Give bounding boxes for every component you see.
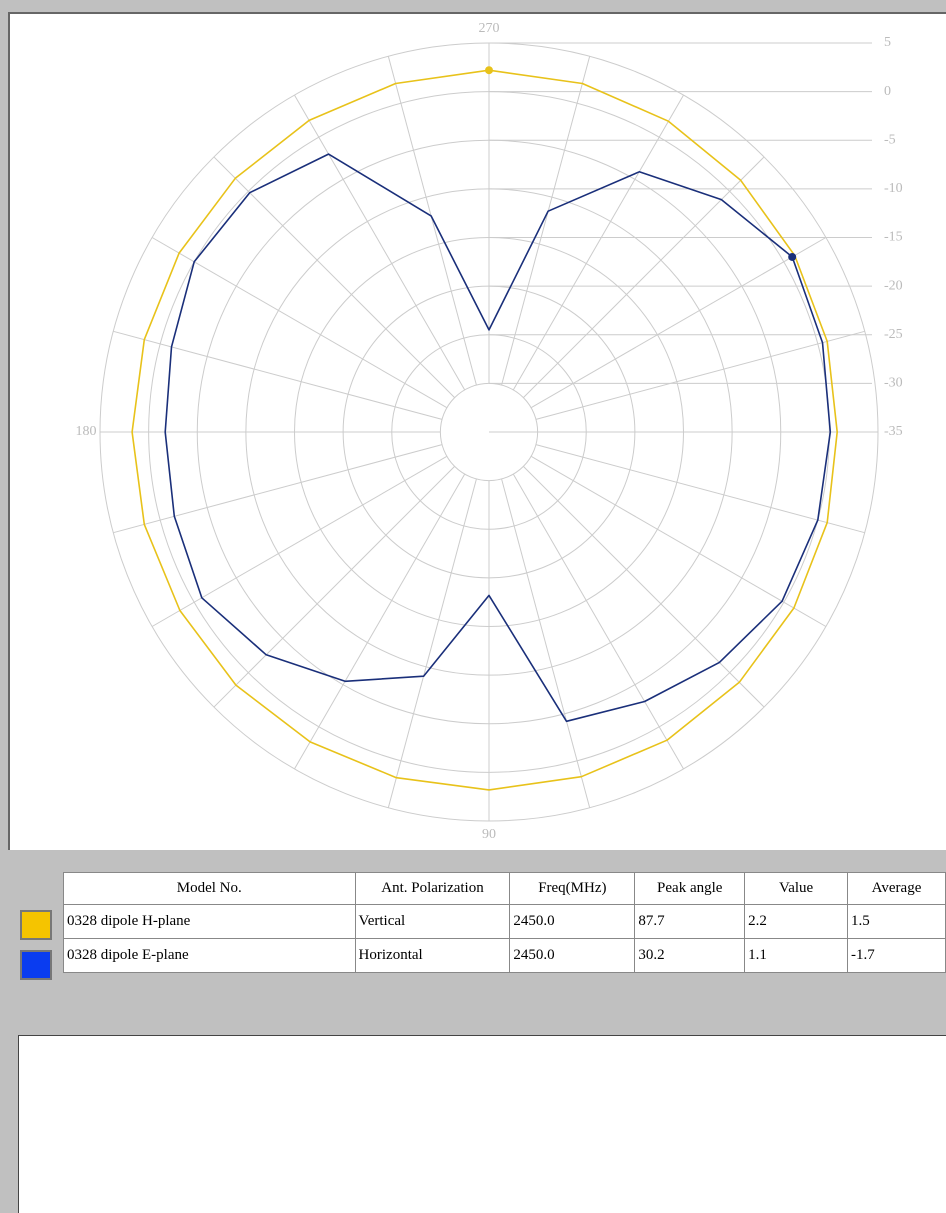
- column-header: Peak angle: [634, 872, 746, 905]
- color-swatch: [20, 950, 52, 980]
- column-header: Average: [847, 872, 946, 905]
- grid-spoke: [535, 330, 865, 420]
- series-line: [131, 69, 838, 791]
- angle-label: 180: [76, 424, 97, 439]
- polar-chart: 5 0 -5 -10 -15 -20 -25 -30 -35 270 180 90: [76, 21, 903, 842]
- color-swatch: [20, 910, 52, 940]
- grid-spoke: [387, 56, 477, 386]
- grid-spoke: [512, 473, 684, 770]
- r-tick-label: -20: [884, 278, 903, 293]
- grid-spoke: [523, 466, 765, 708]
- grid-spoke: [530, 237, 827, 409]
- r-tick-label: 0: [884, 84, 891, 99]
- r-tick-label: 5: [884, 35, 891, 50]
- grid-spoke: [213, 466, 455, 708]
- table-cell: 2450.0: [509, 904, 636, 939]
- table-cell: Horizontal: [354, 938, 511, 973]
- grid-spoke: [113, 330, 443, 420]
- peak-marker: [788, 252, 797, 261]
- r-tick-label: -25: [884, 327, 903, 342]
- r-tick-label: -35: [884, 424, 903, 439]
- column-header: Value: [744, 872, 849, 905]
- grid-spoke: [535, 444, 865, 534]
- grid-spoke: [294, 94, 466, 391]
- results-table: Model No. Ant. Polarization Freq(MHz) Peak …: [63, 872, 946, 973]
- grid-spoke: [501, 56, 591, 386]
- peak-marker: [485, 66, 493, 75]
- column-header: Ant. Polarization: [354, 872, 511, 905]
- table-cell: 87.7: [634, 904, 746, 939]
- grid-spoke: [213, 156, 455, 398]
- r-tick-label: -15: [884, 230, 903, 245]
- chart-panel: 5 0 -5 -10 -15 -20 -25 -30 -35 270 180 90: [8, 12, 946, 850]
- table-cell: 1.1: [744, 938, 849, 973]
- grid-spoke: [512, 94, 684, 391]
- table-cell: 0328 dipole H-plane: [63, 904, 356, 939]
- table-cell: 0328 dipole E-plane: [63, 938, 356, 973]
- column-header: Freq(MHz): [509, 872, 636, 905]
- r-tick-label: -10: [884, 181, 903, 196]
- table-header: Model No. Ant. Polarization Freq(MHz) Peak …: [63, 872, 946, 905]
- column-header: Model No.: [63, 872, 356, 905]
- grid-spoke: [294, 473, 466, 770]
- table-row[interactable]: 0328 dipole H-plane Vertical 2450.0 87.7 2.2…: [63, 904, 946, 939]
- table-row[interactable]: 0328 dipole E-plane Horizontal 2450.0 30.2 1…: [63, 938, 946, 973]
- grid-spoke: [113, 444, 443, 534]
- angle-label: 270: [479, 21, 500, 36]
- grid-spoke: [387, 478, 477, 808]
- grid-spoke: [501, 478, 591, 808]
- table-cell: -1.7: [847, 938, 946, 973]
- grid-spoke: [530, 455, 827, 627]
- series-line: [164, 153, 832, 723]
- table-cell: Vertical: [354, 904, 511, 939]
- table-cell: 30.2: [634, 938, 746, 973]
- notes-area: [18, 1035, 946, 1213]
- table-cell: 2.2: [744, 904, 849, 939]
- table-cell: 1.5: [847, 904, 946, 939]
- grid-spoke: [523, 156, 765, 398]
- grid-spoke: [151, 455, 448, 627]
- grid-spoke: [151, 237, 448, 409]
- table-cell: 2450.0: [509, 938, 636, 973]
- angle-label: 90: [482, 827, 496, 842]
- r-tick-label: -5: [884, 132, 896, 147]
- r-tick-label: -30: [884, 376, 903, 391]
